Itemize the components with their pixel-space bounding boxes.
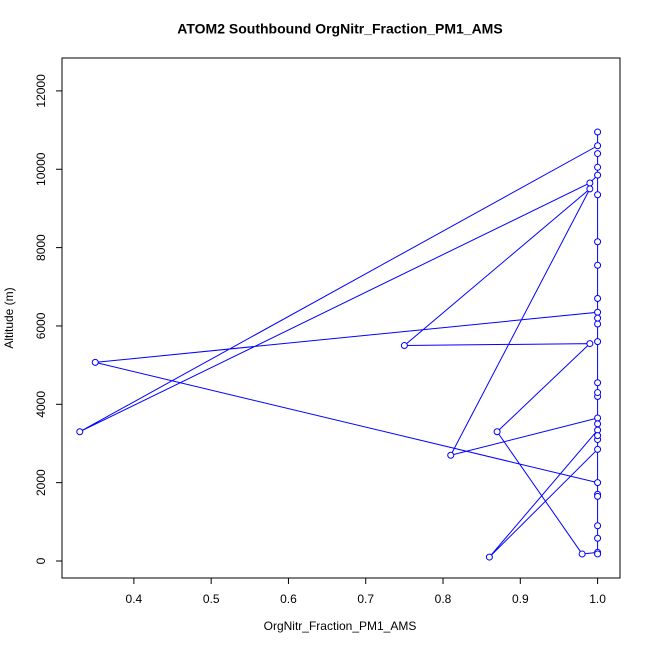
data-point [594, 479, 602, 487]
x-tick-label: 0.6 [280, 592, 297, 606]
data-point [594, 150, 602, 158]
data-point [594, 338, 602, 346]
x-tick-label: 0.7 [357, 592, 374, 606]
x-axis-label: OrgNitr_Fraction_PM1_AMS [264, 619, 417, 633]
data-point [594, 432, 602, 440]
data-point [594, 261, 602, 269]
x-tick-label: 0.9 [512, 592, 529, 606]
data-point [493, 428, 501, 436]
chart-title: ATOM2 Southbound OrgNitr_Fraction_PM1_AM… [177, 21, 502, 37]
x-tick-label: 0.5 [203, 592, 220, 606]
data-point [594, 550, 602, 558]
x-tick-label: 0.8 [435, 592, 452, 606]
data-point [594, 314, 602, 322]
data-point [586, 340, 594, 348]
y-tick-label: 10000 [34, 152, 48, 186]
y-tick-label: 0 [34, 557, 48, 564]
data-point [578, 550, 586, 558]
data-point [594, 414, 602, 422]
data-point [594, 238, 602, 246]
data-point [594, 379, 602, 387]
x-tick-label: 1.0 [589, 592, 606, 606]
data-point [400, 342, 408, 350]
data-point [586, 185, 594, 193]
plot-frame [61, 57, 621, 579]
data-point [447, 451, 455, 459]
data-point [594, 320, 602, 328]
y-tick-label: 12000 [34, 74, 48, 108]
data-point [594, 163, 602, 171]
data-point [594, 420, 602, 428]
data-point [594, 522, 602, 530]
data-point [594, 295, 602, 303]
data-point [594, 171, 602, 179]
data-point [594, 534, 602, 542]
y-axis-label: Altitude (m) [2, 287, 16, 348]
y-tick-label: 4000 [34, 391, 48, 418]
data-point [91, 358, 99, 366]
data-point [594, 142, 602, 150]
y-tick-label: 8000 [34, 234, 48, 261]
data-point [594, 389, 602, 397]
data-point [594, 492, 602, 500]
y-tick-label: 6000 [34, 312, 48, 339]
data-point [76, 428, 84, 436]
data-point [594, 191, 602, 199]
data-point [594, 445, 602, 453]
data-point [485, 553, 493, 561]
x-tick-label: 0.4 [126, 592, 143, 606]
data-point [594, 128, 602, 136]
data-point [586, 179, 594, 187]
y-tick-label: 2000 [34, 469, 48, 496]
data-point [594, 308, 602, 316]
